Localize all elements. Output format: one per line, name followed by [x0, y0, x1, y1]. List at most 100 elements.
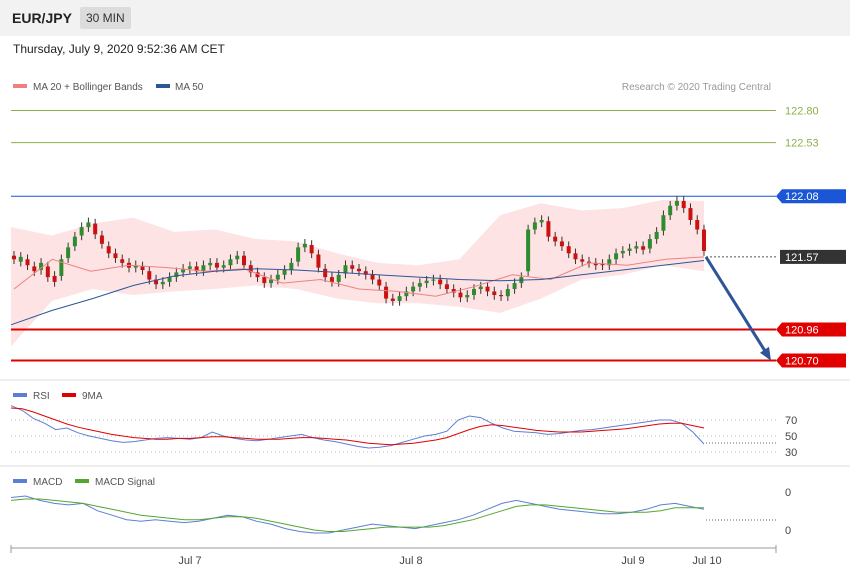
candle-body [478, 286, 483, 290]
candle-body [12, 255, 16, 260]
bollinger-band [11, 199, 704, 347]
candle-body [417, 283, 422, 287]
candle-body [289, 262, 294, 270]
rsi-tick-label: 70 [785, 415, 797, 427]
candle-body [546, 221, 551, 237]
candle-body [228, 259, 233, 266]
x-tick-label: Jul 9 [621, 555, 644, 567]
chart-datetime: Thursday, July 9, 2020 9:52:36 AM CET [13, 42, 225, 56]
resistance-label: 122.80 [785, 105, 819, 117]
support-label: 120.96 [785, 325, 819, 337]
candle-body [296, 247, 301, 262]
candle-body [607, 259, 612, 266]
candle-body [282, 270, 287, 275]
candle-body [654, 231, 659, 240]
pivot-tag [776, 189, 846, 204]
candle-body [492, 291, 497, 295]
macd-tick-label: 0 [785, 525, 791, 537]
candle-body [688, 208, 693, 220]
candle-body [465, 295, 470, 298]
candle-body [641, 246, 646, 250]
candle-body [140, 266, 145, 270]
candle-body [323, 268, 328, 278]
candle-body [357, 268, 361, 272]
candle-body [79, 227, 84, 236]
candle-body [269, 279, 274, 284]
rsi-legend-label: RSI [33, 391, 50, 402]
candle-body [444, 284, 449, 290]
candle-body [120, 259, 125, 263]
x-tick-label: Jul 8 [399, 555, 422, 567]
last-price-tag [780, 249, 846, 264]
ma50-line [10, 260, 705, 326]
candle-body [133, 265, 138, 268]
candle-body [559, 241, 564, 247]
support-tag [776, 322, 846, 337]
candle-body [695, 220, 700, 230]
candle-body [526, 229, 531, 272]
candle-body [39, 262, 44, 270]
macd-line [10, 495, 705, 534]
candle-body [235, 255, 240, 260]
rsi-ma-legend-swatch [62, 393, 76, 397]
forecast-arrow [704, 256, 770, 357]
candle-body [72, 236, 77, 247]
timeframe-button[interactable]: 30 MIN [80, 7, 131, 29]
candle-body [634, 246, 639, 249]
ma50-legend-swatch [156, 84, 170, 88]
candle-body [674, 200, 679, 206]
candle-body [620, 250, 625, 254]
pivot-label: 122.08 [785, 191, 819, 203]
macd-signal-legend-label: MACD Signal [95, 477, 155, 488]
candle-body [472, 289, 476, 295]
candle-body [302, 243, 307, 248]
candle-body [404, 291, 409, 297]
ma20-legend-label: MA 20 + Bollinger Bands [33, 82, 143, 93]
rsi-ma-line [10, 407, 705, 446]
candle-body [390, 298, 395, 301]
candle-body [329, 277, 334, 282]
candle-body [512, 283, 517, 290]
candle-body [18, 256, 23, 262]
candle-body [25, 259, 30, 266]
candle-body [181, 268, 186, 273]
ma20-legend-swatch [13, 84, 27, 88]
credit-label: Research © 2020 Trading Central [622, 82, 771, 93]
candle-body [350, 265, 355, 269]
candle-body [614, 253, 619, 260]
candle-body [275, 274, 280, 280]
candle-body [377, 279, 382, 286]
candle-body [424, 280, 429, 284]
candle-body [485, 286, 490, 292]
candle-body [113, 253, 118, 259]
candle-body [499, 295, 504, 297]
macd-tick-label: 0 [785, 487, 791, 499]
support-label: 120.70 [785, 355, 819, 367]
candle-body [316, 254, 321, 268]
rsi-tick-label: 50 [785, 431, 797, 443]
candle-body [397, 296, 402, 301]
rsi-legend-swatch [13, 393, 27, 397]
candle-body [255, 272, 260, 278]
ma20-line [13, 256, 705, 297]
candle-body [363, 271, 368, 275]
candle-body [336, 274, 341, 282]
candle-body [167, 277, 172, 282]
candle-body [384, 286, 389, 299]
candle-body [242, 255, 246, 266]
top-bar: EUR/JPY 30 MIN [0, 0, 850, 36]
candle-body [309, 245, 314, 254]
macd-legend-label: MACD [33, 477, 62, 488]
candle-body [566, 246, 571, 254]
candle-body [147, 271, 152, 280]
rsi-ma-legend-label: 9MA [82, 391, 103, 402]
candle-body [106, 246, 111, 254]
candle-body [458, 292, 463, 298]
candle-body [627, 248, 632, 251]
last-price-label: 121.57 [785, 252, 819, 264]
candle-body [160, 281, 165, 285]
candle-body [154, 279, 159, 285]
candle-body [174, 272, 179, 278]
resistance-label: 122.53 [785, 138, 819, 150]
